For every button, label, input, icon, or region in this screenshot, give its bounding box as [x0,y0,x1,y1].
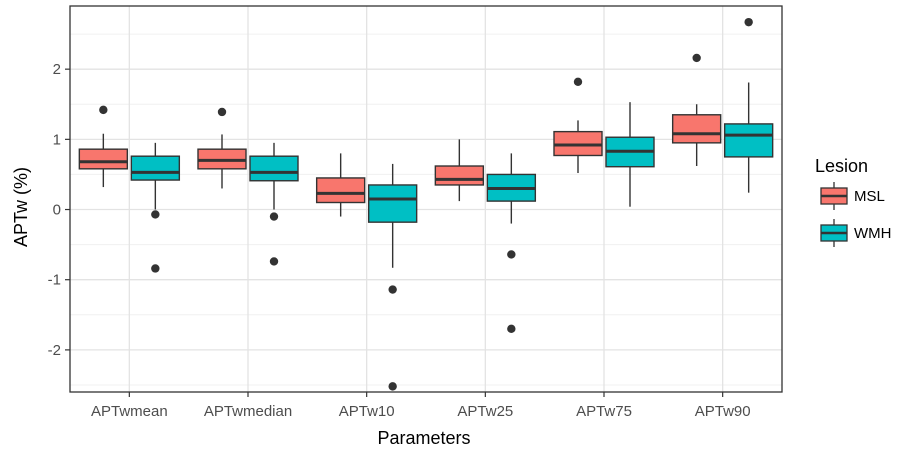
x-tick-label: APTwmean [91,403,168,420]
outlier-point [573,77,583,86]
outlier-point [269,257,279,266]
x-tick-label: APTw75 [576,403,632,420]
box-msl-aptwmean [78,105,129,188]
y-tick-label: 0 [53,202,61,219]
box-wmh-aptwmean [130,142,181,273]
panel-border [69,5,783,393]
box-wmh-aptw10 [367,163,418,391]
box-body [78,148,129,170]
y-tick-label: 1 [53,131,61,148]
outlier-point [507,250,516,259]
box-wmh-aptw25 [486,153,537,334]
y-axis-title: APTw (%) [11,167,31,247]
box-body [367,184,418,223]
legend-item-wmh: WMH [820,219,892,247]
legend: Lesion MSL WMH [815,156,892,247]
outlier-point [692,53,701,63]
legend-label: MSL [854,188,885,205]
outlier-point [388,382,397,391]
outlier-point [388,285,397,294]
box-wmh-aptw90 [723,17,774,193]
plot-panel [69,5,783,393]
box-msl-aptw10 [315,153,366,217]
legend-label: WMH [854,225,892,242]
box-body [315,177,366,204]
box-body [249,155,299,182]
box-body [671,114,722,144]
y-axis-ticks: -2 -1 0 1 2 [48,61,70,359]
outlier-point [507,324,516,334]
series-msl [78,53,722,217]
box-wmh-aptwmedian [249,142,299,266]
box-body [723,123,774,158]
x-tick-label: APTw10 [339,403,395,420]
outlier-point [269,212,279,221]
x-axis-title: Parameters [377,428,470,448]
outlier-point [217,107,227,117]
box-body [434,165,485,186]
y-tick-label: -2 [48,342,61,359]
box-msl-aptwmedian [197,107,247,189]
x-tick-label: APTw90 [695,403,751,420]
series-wmh [130,17,774,391]
outlier-point [151,264,160,273]
outlier-point [744,17,753,27]
outlier-point [99,105,108,115]
y-tick-label: 2 [53,61,61,78]
box-wmh-aptw75 [605,102,655,207]
box-body [130,155,181,181]
legend-item-msl: MSL [820,182,885,210]
box-msl-aptw90 [671,53,722,167]
box-msl-aptw75 [553,77,603,174]
y-tick-label: -1 [48,272,61,289]
x-tick-label: APTw25 [457,403,513,420]
box-msl-aptw25 [434,139,485,202]
legend-title: Lesion [815,156,868,176]
panel-background [70,6,782,392]
outlier-point [151,210,160,219]
x-tick-label: APTwmedian [204,403,292,420]
x-axis-ticks: APTwmean APTwmedian APTw10 APTw25 APTw75 APTw… [91,392,751,420]
